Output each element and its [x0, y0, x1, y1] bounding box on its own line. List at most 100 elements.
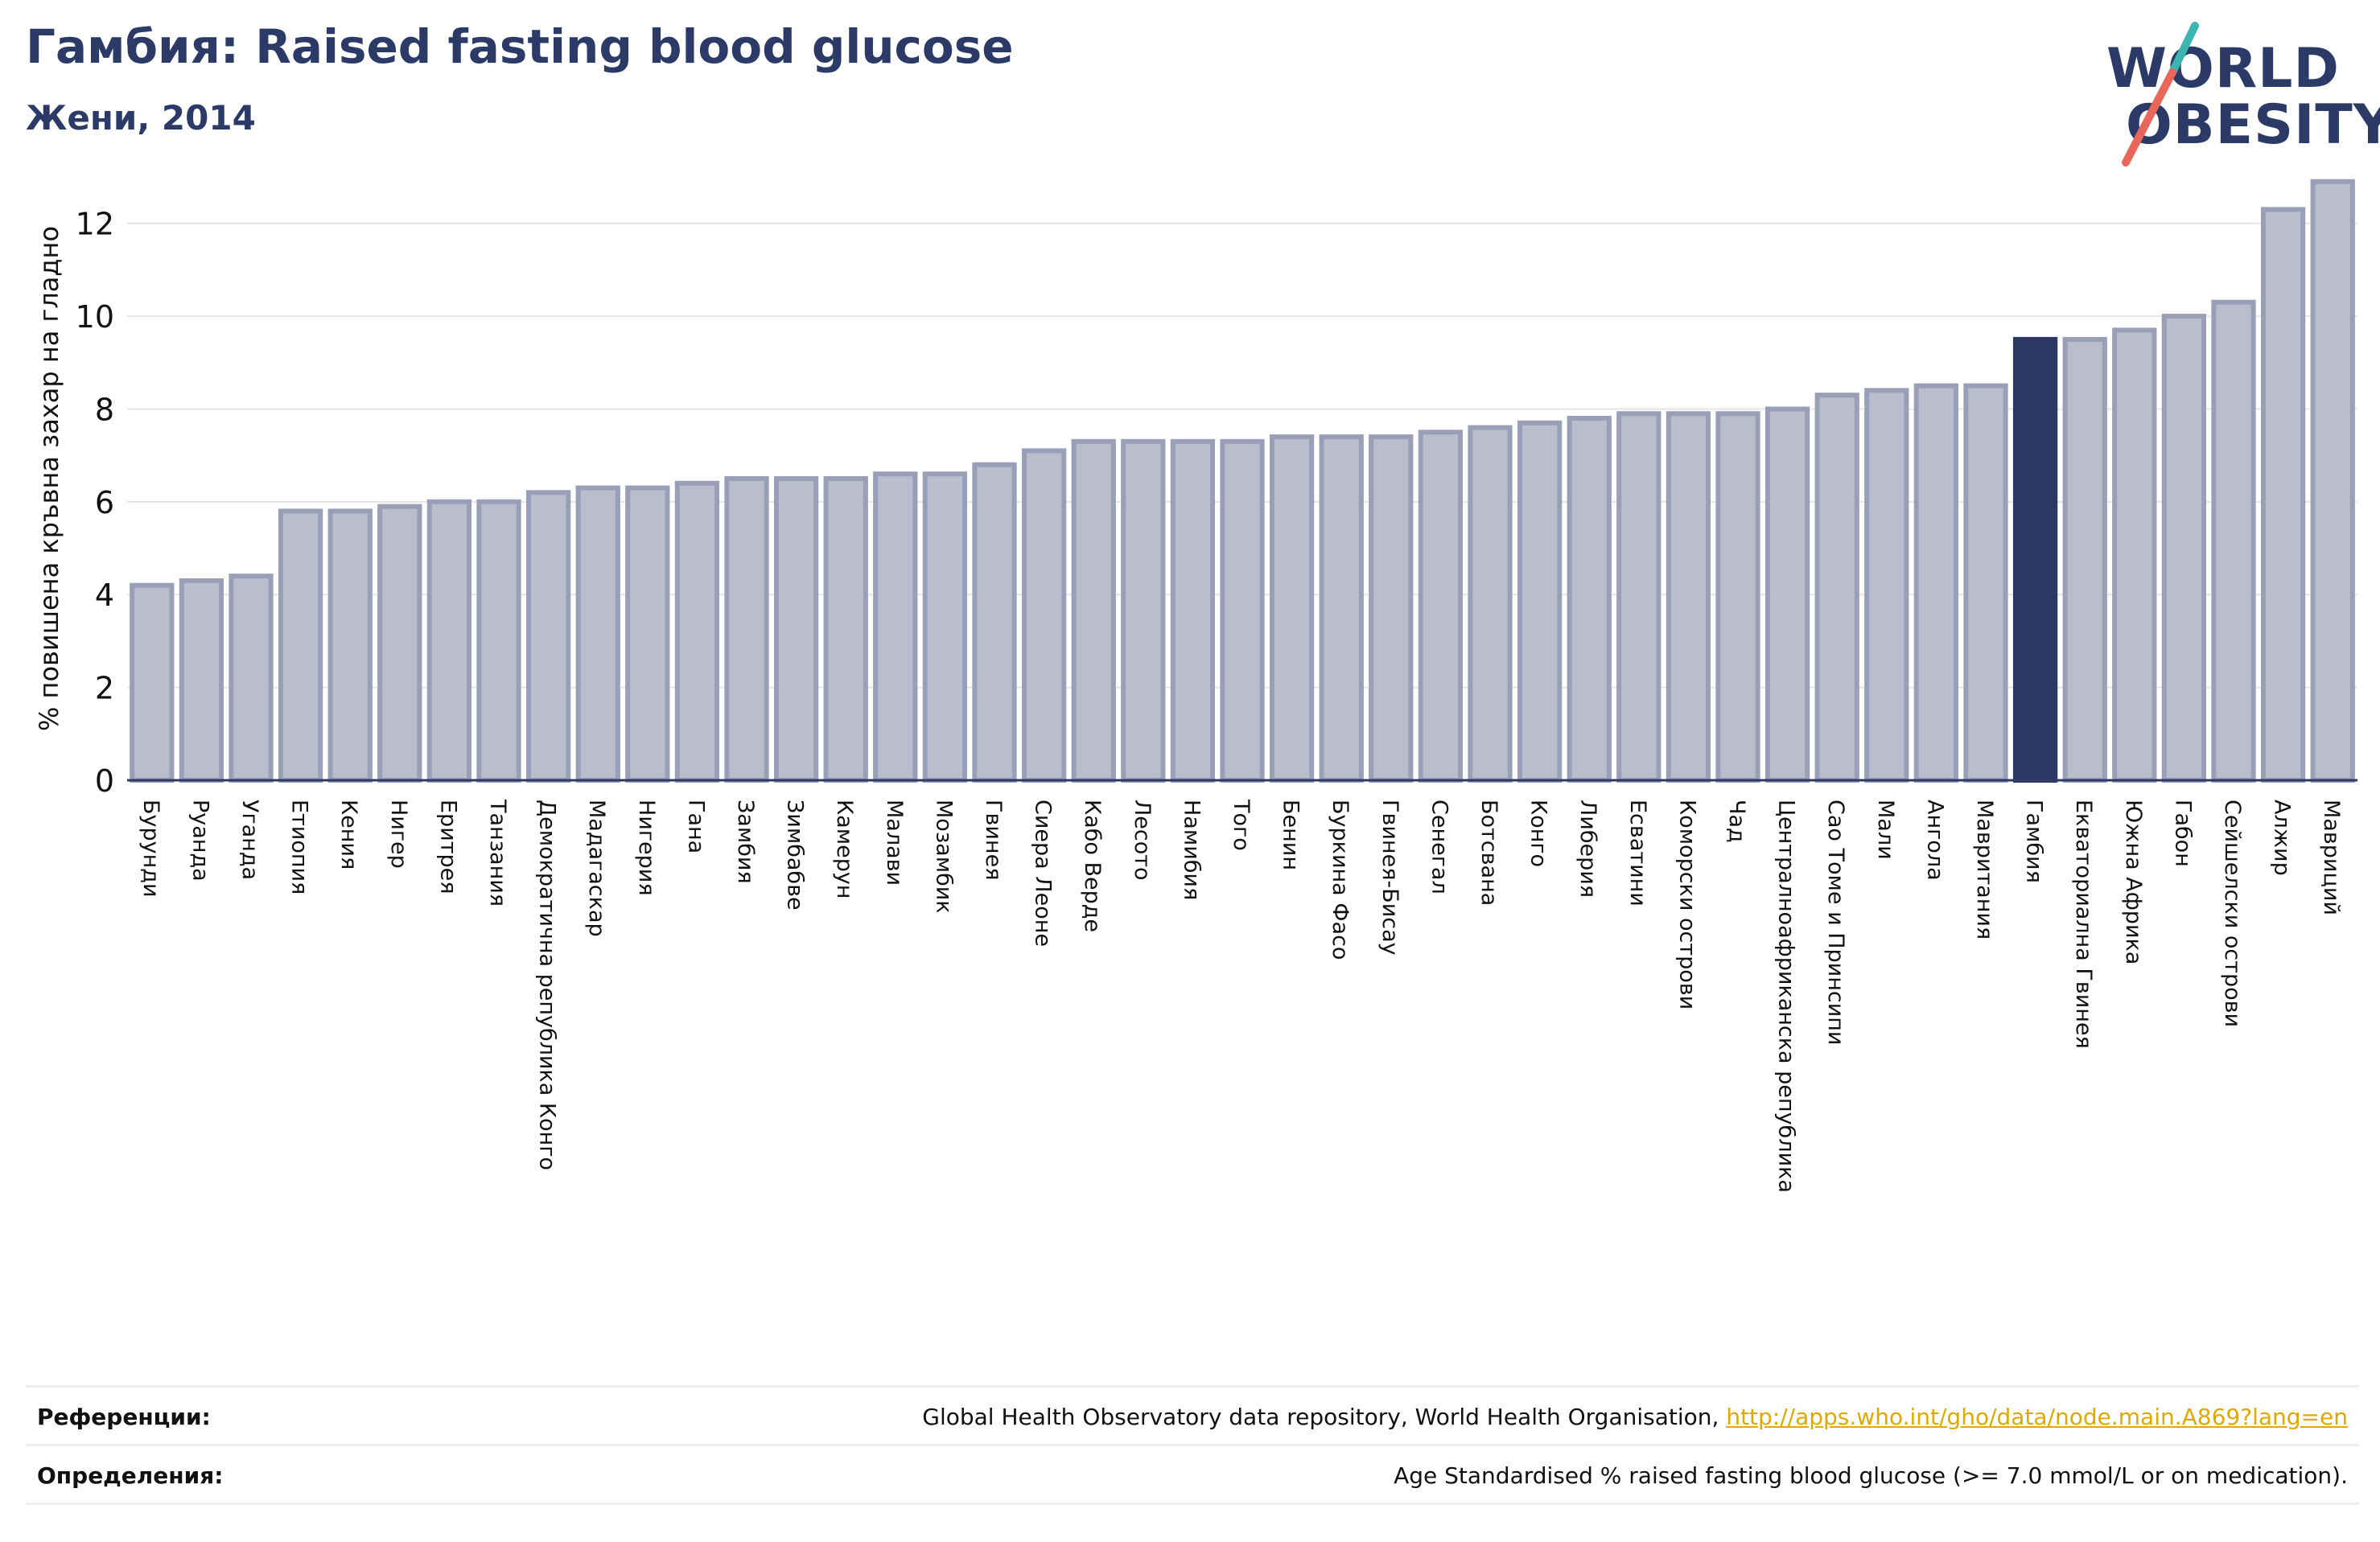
- y-tick-label: 8: [95, 392, 114, 427]
- world-obesity-logo: WORLD OBESITY: [2092, 16, 2380, 169]
- x-tick-label: Танзания: [485, 799, 510, 907]
- logo-slash-icon: [2122, 22, 2199, 167]
- references-table: Референции: Global Health Observatory da…: [26, 1385, 2359, 1505]
- x-tick-label: Руанда: [187, 800, 212, 882]
- x-tick-label: Мавритания: [1972, 800, 1997, 940]
- bar: [873, 471, 918, 783]
- x-tick-label: Мадагаскар: [584, 800, 609, 937]
- sources-label: Референции:: [37, 1404, 211, 1430]
- bar: [1715, 411, 1760, 783]
- bar: [1418, 430, 1464, 783]
- bar: [2211, 299, 2256, 783]
- bar: [823, 476, 868, 783]
- bar: [2112, 327, 2157, 783]
- references-row-definitions: Определения: Age Standardised % raised f…: [26, 1444, 2359, 1505]
- x-tick-label: Бенин: [1279, 800, 1303, 870]
- x-tick-label: Гвинея-Бисау: [1377, 800, 1402, 956]
- bar: [1071, 438, 1116, 783]
- x-tick-label: Сенегал: [1427, 800, 1451, 894]
- x-tick-label: Централноафриканска република: [1774, 800, 1799, 1193]
- x-tick-label: Малави: [882, 800, 907, 886]
- x-tick-label: Нигерия: [634, 800, 659, 896]
- bar: [1369, 434, 1414, 783]
- bar: [2161, 314, 2207, 783]
- x-tick-label: Замбия: [733, 800, 758, 884]
- bar: [130, 582, 175, 783]
- chart-subtitle: Жени, 2014: [26, 98, 256, 138]
- chart-title: Гамбия: Raised fasting blood glucose: [26, 19, 1014, 74]
- bar: [922, 471, 968, 783]
- x-tick-label: Сейшелски острови: [2220, 800, 2245, 1027]
- bar: [972, 462, 1017, 783]
- bar: [525, 490, 571, 783]
- bar: [1567, 416, 1612, 783]
- x-tick-label: Гамбия: [2022, 800, 2047, 883]
- x-tick-label: Южна Африка: [2121, 800, 2146, 964]
- logo-text-obesity: OBESITY: [2126, 93, 2380, 157]
- x-tick-label: Алжир: [2270, 800, 2295, 876]
- y-tick-label: 6: [95, 485, 114, 520]
- bar: [1170, 438, 1216, 783]
- x-tick-label: Буркина Фасо: [1328, 800, 1353, 960]
- bar: [327, 508, 373, 783]
- bar: [377, 504, 422, 783]
- y-tick-label: 12: [76, 207, 114, 242]
- x-tick-label: Мавриций: [2319, 800, 2344, 915]
- bar: [278, 508, 323, 783]
- bar: [1913, 383, 1959, 783]
- bar: [2260, 207, 2306, 783]
- x-tick-label: Сао Томе и Принсипи: [1823, 800, 1848, 1045]
- bar: [1517, 420, 1563, 783]
- sources-text: Global Health Observatory data repositor…: [922, 1404, 1727, 1430]
- bar: [1963, 383, 2008, 783]
- bar: [1814, 393, 1859, 783]
- bar: [2062, 336, 2107, 783]
- sources-link[interactable]: http://apps.who.int/gho/data/node.main.A…: [1726, 1404, 2348, 1430]
- x-tick-label: Зимбабве: [783, 800, 808, 911]
- x-tick-label: Еритрея: [435, 800, 460, 894]
- x-tick-label: Камерун: [832, 800, 857, 898]
- bar: [1021, 448, 1067, 783]
- bar: [2310, 179, 2355, 783]
- logo-text-world: WORLD: [2106, 37, 2340, 101]
- x-tick-label: Есватини: [1625, 800, 1650, 907]
- bar: [1864, 388, 1909, 783]
- bar: [1468, 425, 1513, 783]
- bar: [426, 499, 472, 783]
- x-tick-label: Екваториална Гвинея: [2071, 800, 2096, 1049]
- x-tick-label: Гана: [683, 800, 708, 853]
- bar: [1220, 438, 1265, 783]
- bar: [1666, 411, 1711, 783]
- bar: [179, 578, 224, 783]
- definitions-label: Определения:: [37, 1462, 224, 1489]
- x-tick-label: Гвинея: [981, 800, 1006, 880]
- x-tick-label: Уганда: [237, 800, 262, 880]
- bar: [1764, 406, 1810, 783]
- sources-value: Global Health Observatory data repositor…: [922, 1404, 2348, 1430]
- x-tick-label: Нигер: [386, 800, 411, 869]
- y-tick-label: 0: [95, 763, 114, 799]
- bar: [674, 480, 720, 783]
- y-tick-label: 2: [95, 671, 114, 706]
- bar: [229, 574, 274, 783]
- references-row-sources: Референции: Global Health Observatory da…: [26, 1385, 2359, 1444]
- x-tick-label: Ангола: [1922, 800, 1947, 881]
- x-tick-label: Того: [1229, 799, 1254, 851]
- x-tick-label: Етиопия: [287, 800, 312, 894]
- bar: [773, 476, 819, 783]
- bar: [1121, 438, 1166, 783]
- x-tick-label: Бурунди: [138, 800, 163, 898]
- x-tick-label: Лесото: [1130, 800, 1155, 881]
- x-tick-label: Кабо Верде: [1080, 800, 1105, 932]
- y-tick-label: 10: [76, 299, 114, 335]
- x-tick-label: Либерия: [1575, 800, 1600, 898]
- bar: [476, 499, 521, 783]
- bar: [1616, 411, 1661, 783]
- bar: [1319, 434, 1364, 783]
- x-tick-label: Ботсвана: [1476, 800, 1501, 906]
- x-tick-label: Мозамбик: [931, 800, 956, 914]
- x-tick-label: Конго: [1526, 800, 1551, 867]
- definitions-value: Age Standardised % raised fasting blood …: [1394, 1462, 2348, 1489]
- bar-highlighted: [2012, 336, 2058, 783]
- bar: [724, 476, 769, 783]
